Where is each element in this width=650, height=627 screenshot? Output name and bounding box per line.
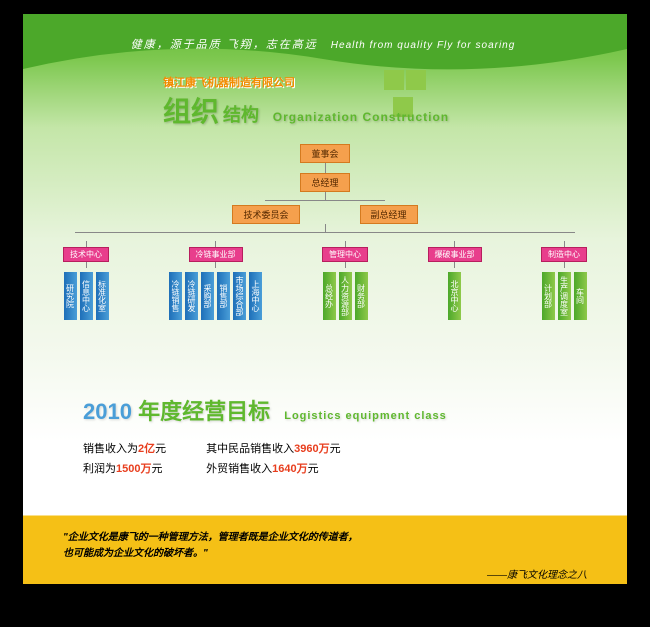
main-title: 组织结构 Organization Construction	[163, 90, 449, 130]
goal-col-left: 销售收入为2亿元利润为1500万元	[83, 440, 166, 480]
slogan-en: Health from quality Fly for soaring	[331, 40, 516, 51]
leaf: 标准化室	[95, 272, 109, 320]
group-label: 爆破事业部	[428, 247, 482, 262]
goal-line: 利润为1500万元	[83, 460, 166, 480]
leaf: 生产调度室	[557, 272, 571, 320]
slogan-cn: 健康，源于品质 飞翔，志在高远	[131, 39, 318, 51]
company-name: 镇江康飞机器制造有限公司	[163, 74, 543, 90]
leaf: 冷链研发	[185, 272, 199, 320]
leaf-row: 冷链销售冷链研发采购部销售部市场综合部上海中心	[169, 272, 263, 320]
goal-line: 外贸销售收入1640万元	[206, 460, 340, 480]
goal-line: 销售收入为2亿元	[83, 440, 166, 460]
connector	[325, 192, 326, 200]
title-sub: 结构	[223, 105, 259, 125]
leaf: 研究院	[63, 272, 77, 320]
leaf: 采购部	[201, 272, 215, 320]
leaf-row: 总经办人力资源部财务部	[322, 272, 368, 320]
title-en: Organization Construction	[273, 110, 449, 124]
quote-l2: 也可能成为企业文化的破坏者。"	[63, 546, 587, 562]
footer: "企业文化是康飞的一种管理方法，管理者既是企业文化的传道者， 也可能成为企业文化…	[23, 516, 627, 584]
leaf: 财务部	[354, 272, 368, 320]
group-0: 技术中心研究院信息中心标准化室	[63, 241, 109, 320]
goal-year: 2010	[83, 399, 132, 424]
group-label: 制造中心	[541, 247, 587, 262]
leaf: 总经办	[322, 272, 336, 320]
quote: "企业文化是康飞的一种管理方法，管理者既是企业文化的传道者， 也可能成为企业文化…	[63, 530, 587, 562]
group-label: 技术中心	[63, 247, 109, 262]
goal-title-cn: 年度经营目标	[138, 399, 270, 424]
leaf: 冷链销售	[169, 272, 183, 320]
connector	[325, 163, 326, 173]
leaf: 销售部	[217, 272, 231, 320]
slogan: 健康，源于品质 飞翔，志在高远 Health from quality Fly …	[73, 36, 573, 52]
goal-body: 销售收入为2亿元利润为1500万元 其中民品销售收入3960万元外贸销售收入16…	[83, 440, 583, 480]
leaf: 计划部	[541, 272, 555, 320]
group-4: 制造中心计划部生产调度室车间	[541, 241, 587, 320]
group-2: 管理中心总经办人力资源部财务部	[322, 241, 368, 320]
title-main: 组织	[163, 96, 219, 127]
leaf-row: 北京中心	[448, 272, 462, 320]
leaf-row: 计划部生产调度室车间	[541, 272, 587, 320]
org-chart: 董事会 总经理 技术委员会 副总经理 技术中心研究院信息中心标准化室冷链事业部冷…	[55, 144, 595, 320]
node-l2-1: 副总经理	[360, 205, 418, 224]
leaf: 北京中心	[448, 272, 462, 320]
node-l2-0: 技术委员会	[232, 205, 299, 224]
quote-l1: "企业文化是康飞的一种管理方法，管理者既是企业文化的传道者，	[63, 530, 587, 546]
group-label: 冷链事业部	[189, 247, 243, 262]
goals-section: 2010 年度经营目标 Logistics equipment class 销售…	[83, 394, 583, 480]
quote-source: ——康飞文化理念之八	[63, 566, 587, 581]
node-l1: 总经理	[300, 173, 349, 192]
row-groups: 技术中心研究院信息中心标准化室冷链事业部冷链销售冷链研发采购部销售部市场综合部上…	[55, 241, 595, 320]
leaf: 车间	[573, 272, 587, 320]
goal-title-en: Logistics equipment class	[284, 410, 447, 422]
group-label: 管理中心	[322, 247, 368, 262]
row-l2: 技术委员会 副总经理	[55, 205, 595, 224]
goal-col-right: 其中民品销售收入3960万元外贸销售收入1640万元	[206, 440, 340, 480]
goal-title: 2010 年度经营目标 Logistics equipment class	[83, 394, 583, 426]
poster: 健康，源于品质 飞翔，志在高远 Health from quality Fly …	[23, 14, 627, 584]
group-3: 爆破事业部北京中心	[428, 241, 482, 320]
goal-line: 其中民品销售收入3960万元	[206, 440, 340, 460]
title-block: 镇江康飞机器制造有限公司 组织结构 Organization Construct…	[163, 74, 543, 130]
leaf-row: 研究院信息中心标准化室	[63, 272, 109, 320]
connector	[75, 232, 575, 233]
connector	[265, 200, 385, 201]
group-1: 冷链事业部冷链销售冷链研发采购部销售部市场综合部上海中心	[169, 241, 263, 320]
connector	[325, 224, 326, 232]
leaf: 市场综合部	[233, 272, 247, 320]
node-root: 董事会	[300, 144, 349, 163]
leaf: 上海中心	[249, 272, 263, 320]
leaf: 信息中心	[79, 272, 93, 320]
leaf: 人力资源部	[338, 272, 352, 320]
